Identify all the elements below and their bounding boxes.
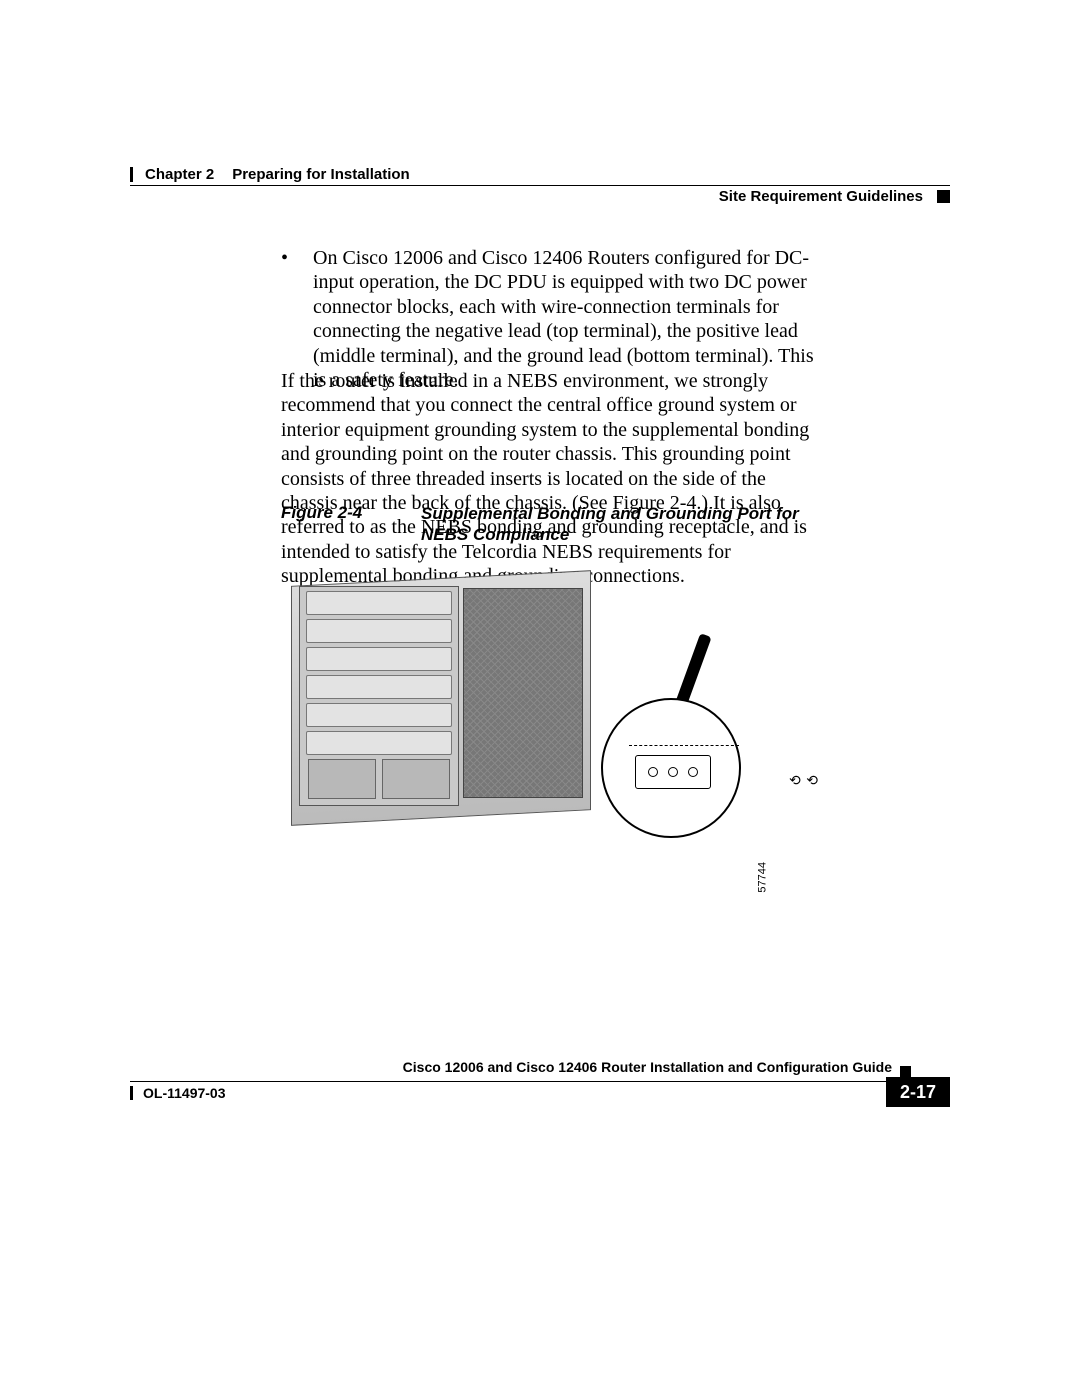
footer-rule — [130, 1081, 900, 1082]
psu-row — [308, 759, 450, 799]
chassis-front — [299, 586, 459, 806]
chapter-label: Chapter 2 — [145, 166, 214, 183]
chassis-side-mesh — [463, 588, 583, 798]
footer-guide-title: Cisco 12006 and Cisco 12406 Router Insta… — [403, 1059, 892, 1075]
card-slot — [306, 619, 452, 643]
callout-circle — [601, 698, 741, 838]
header-square-icon — [937, 190, 950, 203]
footer-square-icon — [900, 1066, 911, 1077]
footer-bar-icon — [130, 1086, 133, 1100]
threaded-insert — [668, 767, 678, 777]
grounding-plate — [635, 755, 711, 789]
threaded-insert — [648, 767, 658, 777]
card-slot — [306, 731, 452, 755]
page: Chapter 2 Preparing for Installation Sit… — [0, 0, 1080, 1397]
figure-image-ref: 57744 — [757, 862, 769, 893]
figure-label: Figure 2-4 — [281, 503, 421, 546]
doc-number-text: OL-11497-03 — [143, 1085, 226, 1101]
running-header: Chapter 2 Preparing for Installation Sit… — [130, 166, 950, 183]
header-rule — [130, 185, 950, 186]
page-number: 2-17 — [886, 1077, 950, 1107]
header-right: Site Requirement Guidelines — [719, 188, 950, 205]
card-slot — [306, 591, 452, 615]
figure-illustration: ⟲ ⟲ 57744 — [281, 558, 781, 868]
footer-doc-number: OL-11497-03 — [130, 1085, 226, 1101]
body-paragraph: If the router is installed in a NEBS env… — [281, 369, 815, 589]
psu — [308, 759, 376, 799]
chapter-title: Preparing for Installation — [232, 166, 410, 183]
section-title: Site Requirement Guidelines — [719, 188, 923, 205]
header-left: Chapter 2 Preparing for Installation — [130, 166, 950, 183]
card-slot — [306, 647, 452, 671]
threaded-insert — [688, 767, 698, 777]
screws-icon: ⟲ ⟲ — [789, 773, 819, 790]
header-bar-icon — [130, 167, 133, 182]
card-slot — [306, 675, 452, 699]
router-chassis-icon — [291, 568, 601, 828]
callout-dash-line — [629, 745, 739, 746]
card-slot — [306, 703, 452, 727]
figure-title: Supplemental Bonding and Grounding Port … — [421, 503, 815, 546]
figure-caption: Figure 2-4 Supplemental Bonding and Grou… — [281, 503, 815, 546]
psu — [382, 759, 450, 799]
